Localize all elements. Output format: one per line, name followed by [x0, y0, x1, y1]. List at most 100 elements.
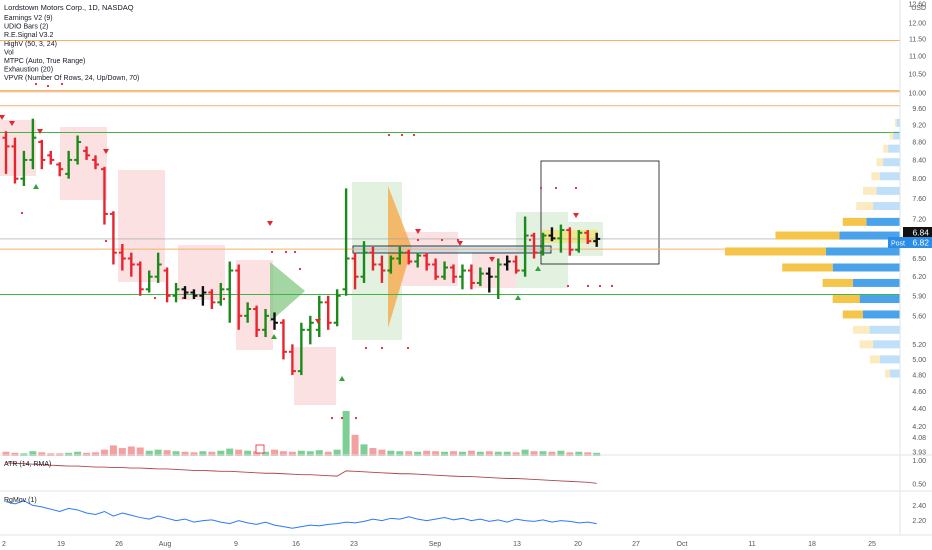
- price-bar[interactable]: [297, 322, 305, 376]
- price-bars[interactable]: [2, 118, 601, 376]
- price-bar[interactable]: [467, 264, 475, 290]
- volume-bar: [208, 451, 216, 456]
- volume-bar: [476, 451, 484, 456]
- price-bar[interactable]: [324, 295, 332, 330]
- price-bar[interactable]: [557, 224, 565, 253]
- price-bar[interactable]: [369, 246, 377, 271]
- signal-dot: [400, 133, 404, 137]
- price-bar[interactable]: [315, 295, 323, 337]
- price-bar[interactable]: [288, 344, 296, 376]
- price-bar[interactable]: [83, 146, 91, 160]
- atr-pane: [5, 462, 597, 484]
- price-bar[interactable]: [423, 252, 431, 271]
- chart-legend[interactable]: Lordstown Motors Corp., 1D, NASDAQ Earni…: [4, 3, 139, 82]
- price-bar[interactable]: [145, 270, 153, 293]
- price-bar[interactable]: [521, 216, 529, 277]
- price-bar[interactable]: [271, 312, 278, 330]
- indicator-label[interactable]: UDIO Bars (2): [4, 24, 48, 31]
- price-bar[interactable]: [38, 139, 46, 170]
- atr-pane-label[interactable]: ATR (14, RMA): [4, 461, 51, 468]
- indicator-label[interactable]: VPVR (Number Of Rows, 24, Up/Down, 70): [4, 75, 139, 82]
- volume-bar: [181, 451, 189, 456]
- price-bar[interactable]: [530, 232, 538, 259]
- price-bar[interactable]: [20, 150, 28, 186]
- indicator-label[interactable]: MTPC (Auto, True Range): [4, 58, 85, 65]
- price-bar[interactable]: [109, 211, 117, 265]
- signal-dot: [293, 250, 297, 254]
- price-bar[interactable]: [190, 289, 198, 300]
- price-bar[interactable]: [333, 289, 341, 327]
- price-bar[interactable]: [279, 319, 287, 360]
- price-bar[interactable]: [503, 255, 511, 271]
- price-bar[interactable]: [208, 289, 216, 310]
- price-bar[interactable]: [262, 309, 270, 337]
- price-bar[interactable]: [566, 227, 574, 256]
- rgmov-tick-label: 2.40: [912, 503, 926, 510]
- rgmov-pane-label[interactable]: RgMov (1): [4, 497, 37, 504]
- price-bar[interactable]: [199, 286, 207, 306]
- volume-bar: [369, 448, 377, 456]
- earnings-icon[interactable]: [255, 444, 265, 454]
- price-bar[interactable]: [342, 188, 350, 296]
- price-bar[interactable]: [2, 131, 10, 174]
- price-bar[interactable]: [432, 258, 440, 280]
- price-bar[interactable]: [450, 264, 457, 283]
- price-bar[interactable]: [253, 305, 261, 337]
- indicator-label[interactable]: R.E.Signal V3.2: [4, 32, 54, 39]
- time-axis[interactable]: 2 19 26 Aug 9 16 23 Sep 13 20 27 Oct 11 18 25: [2, 541, 876, 548]
- price-bar[interactable]: [65, 150, 73, 179]
- price-bar[interactable]: [458, 264, 466, 290]
- price-bar[interactable]: [181, 286, 189, 300]
- volume-bar: [485, 451, 493, 456]
- price-bar[interactable]: [360, 241, 368, 283]
- price-bar[interactable]: [575, 230, 583, 253]
- price-bar[interactable]: [226, 261, 234, 323]
- price-bar[interactable]: [136, 261, 144, 296]
- indicator-label[interactable]: Exhaustion (20): [4, 67, 53, 74]
- price-bar[interactable]: [118, 244, 126, 271]
- price-bar[interactable]: [56, 162, 64, 177]
- price-bar[interactable]: [351, 252, 359, 290]
- indicator-label[interactable]: HighV (50, 3, 24): [4, 41, 57, 48]
- price-bar[interactable]: [306, 315, 314, 345]
- price-bar[interactable]: [74, 135, 82, 165]
- price-bar[interactable]: [548, 227, 556, 242]
- price-bar[interactable]: [11, 137, 19, 184]
- price-tick-label: 8.00: [912, 176, 926, 183]
- post-price-box: [888, 237, 932, 248]
- price-bar[interactable]: [396, 246, 404, 265]
- price-bar[interactable]: [92, 155, 99, 170]
- price-bar[interactable]: [405, 249, 413, 265]
- price-bar[interactable]: [47, 150, 55, 165]
- price-bar[interactable]: [441, 261, 449, 280]
- price-bar[interactable]: [387, 255, 395, 274]
- profile-row-down: [859, 295, 900, 304]
- price-bar[interactable]: [172, 282, 180, 303]
- price-bar[interactable]: [476, 267, 484, 287]
- price-bar[interactable]: [494, 258, 502, 300]
- price-bar[interactable]: [244, 302, 252, 323]
- price-bar[interactable]: [539, 232, 547, 256]
- profile-row-down: [883, 158, 900, 167]
- indicator-label[interactable]: Earnings V2 (9): [4, 15, 53, 22]
- profile-row-up: [832, 295, 860, 304]
- price-bar[interactable]: [584, 230, 592, 245]
- price-bar[interactable]: [485, 267, 493, 293]
- price-bar[interactable]: [127, 252, 135, 277]
- indicator-label[interactable]: Vol: [4, 49, 14, 56]
- price-bar[interactable]: [414, 252, 422, 268]
- price-bar[interactable]: [235, 264, 243, 330]
- price-bar[interactable]: [593, 232, 601, 247]
- price-bar[interactable]: [512, 255, 520, 274]
- price-bar[interactable]: [29, 118, 37, 170]
- profile-row-down: [862, 310, 900, 319]
- price-bar[interactable]: [163, 267, 171, 303]
- price-bar[interactable]: [154, 252, 162, 283]
- price-tick-label: 4.08: [912, 435, 926, 442]
- price-bar[interactable]: [217, 282, 225, 306]
- price-bar[interactable]: [378, 255, 386, 283]
- volume-bar: [109, 445, 117, 456]
- price-bar[interactable]: [100, 166, 108, 225]
- symbol-title[interactable]: Lordstown Motors Corp., 1D, NASDAQ: [4, 3, 134, 12]
